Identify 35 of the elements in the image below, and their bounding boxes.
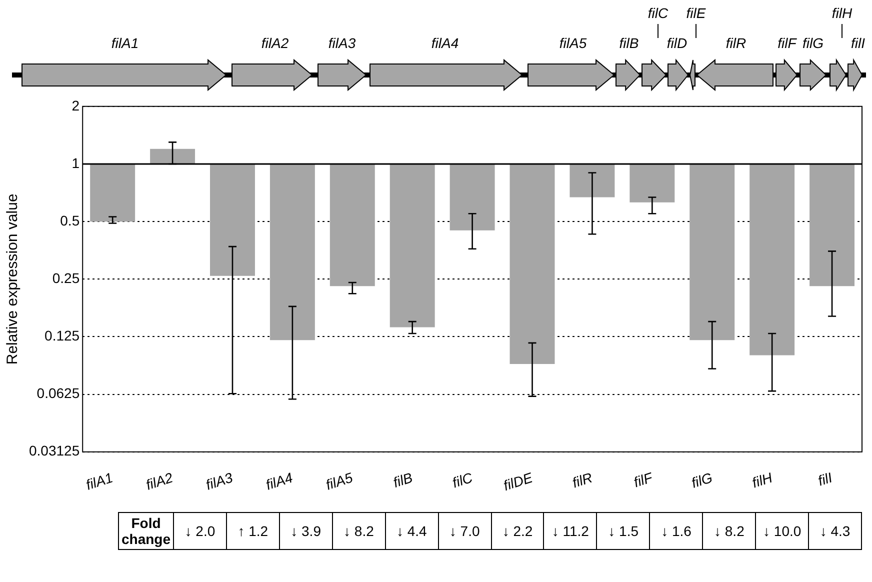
x-tick-label: filA5 — [324, 469, 355, 493]
text: Fold change — [118, 512, 174, 550]
y-tick-label: 2 — [72, 97, 80, 114]
text: ↓ 10.0 — [756, 512, 809, 550]
text: ↓ 8.2 — [702, 512, 756, 550]
text: ↓ 1.6 — [650, 512, 703, 550]
text: ↑ 1.2 — [226, 512, 280, 550]
x-tick-label: filC — [450, 468, 476, 491]
y-tick-label: 0.125 — [44, 328, 80, 344]
x-tick-label: filG — [689, 469, 714, 491]
x-tick-label: filA1 — [84, 469, 115, 493]
x-tick-label: filF — [632, 468, 656, 490]
x-tick-label: filB — [391, 469, 414, 490]
y-tick-label: 0.03125 — [28, 442, 80, 459]
text: ↓ 1.5 — [596, 512, 650, 550]
y-tick-label: 1 — [72, 154, 80, 171]
x-tick-label: filR — [570, 469, 594, 491]
x-tick-label: filA2 — [144, 469, 175, 493]
x-tick-label: filA3 — [204, 469, 235, 493]
text: ↓ 8.2 — [332, 512, 386, 550]
x-tick-label: filA4 — [264, 469, 295, 493]
y-tick-label: 0.0625 — [36, 385, 80, 402]
text: ↓ 2.0 — [174, 512, 226, 550]
y-axis-title: Relative expression value — [4, 194, 22, 365]
text: ↓ 4.4 — [385, 512, 438, 550]
y-tick-label: 0.25 — [52, 270, 80, 286]
text: ↓ 7.0 — [438, 512, 492, 550]
text: ↓ 11.2 — [544, 512, 597, 550]
text: ↓ 3.9 — [279, 512, 332, 550]
x-tick-label: filI — [816, 469, 834, 489]
text: ↓ 4.3 — [808, 512, 862, 550]
x-tick-label: filH — [750, 468, 776, 491]
text: ↓ 2.2 — [491, 512, 544, 550]
x-tick-label: filDE — [501, 469, 536, 494]
y-tick-label: 0.5 — [60, 212, 80, 228]
